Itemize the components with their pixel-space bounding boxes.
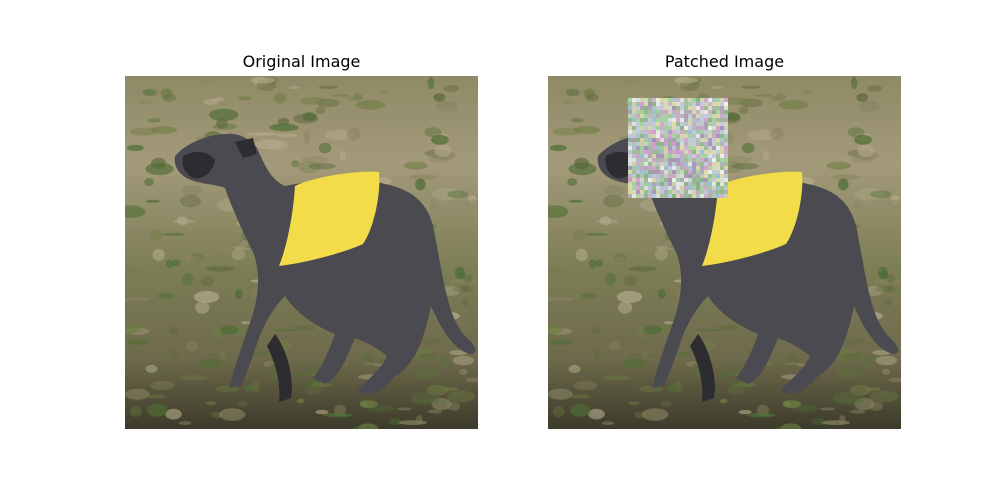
patched-image <box>548 76 901 429</box>
dog-silhouette <box>174 133 476 402</box>
patched-image-title: Patched Image <box>664 52 785 71</box>
adversarial-patch <box>628 98 728 198</box>
original-image-title: Original Image <box>242 52 361 71</box>
original-image <box>125 76 478 429</box>
original-image-panel <box>125 76 478 429</box>
patched-image-panel <box>548 76 901 429</box>
